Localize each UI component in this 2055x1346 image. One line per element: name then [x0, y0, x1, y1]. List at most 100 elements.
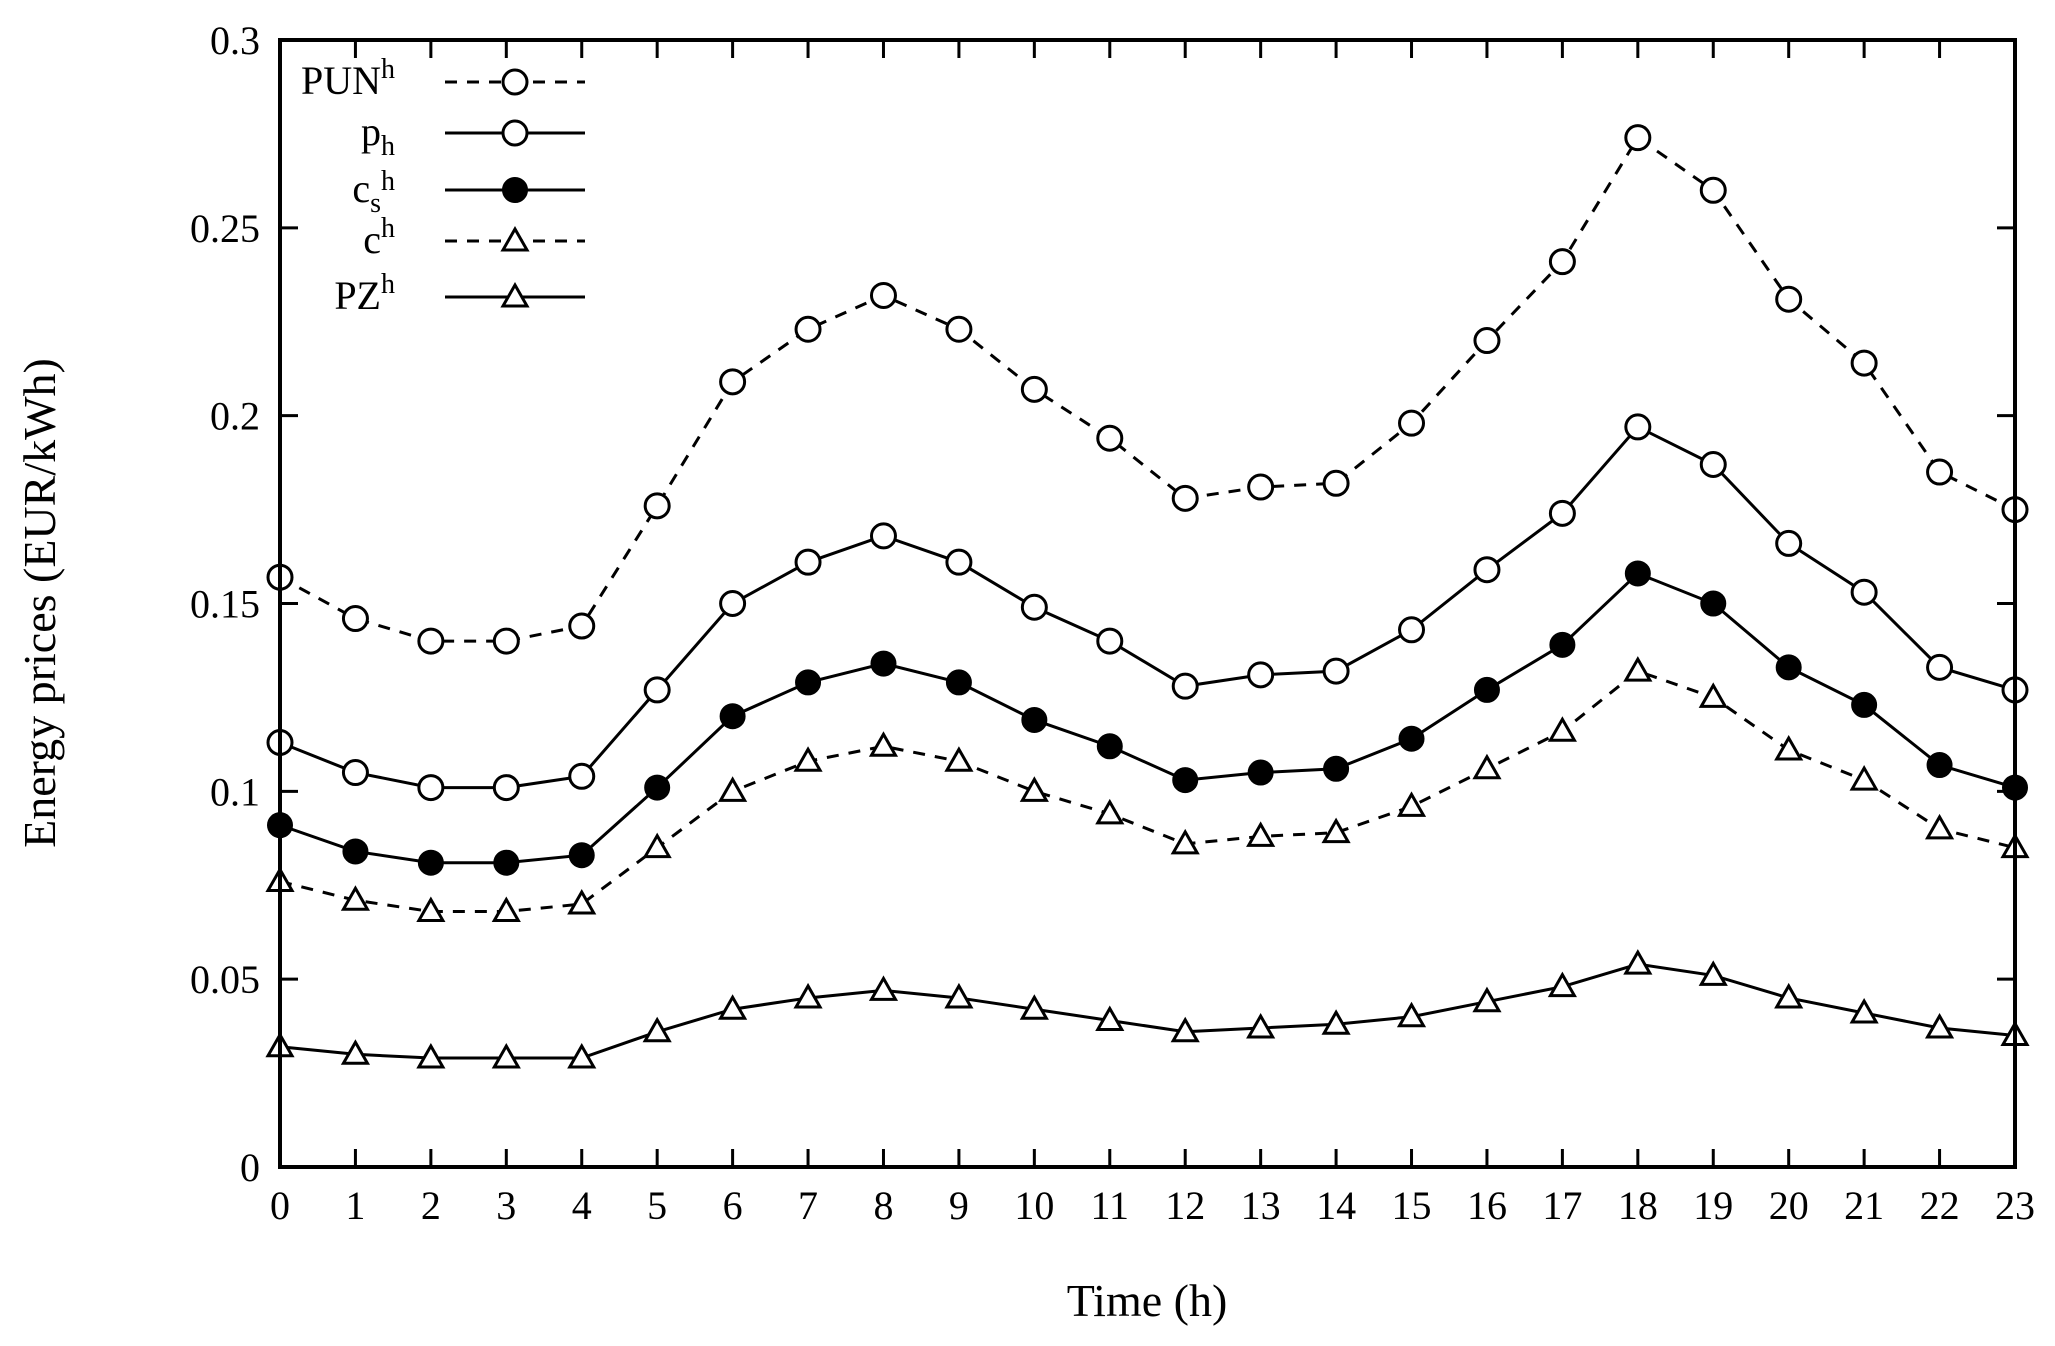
data-point: [1398, 409, 1426, 437]
data-point: [1472, 753, 1502, 780]
data-point: [341, 605, 369, 633]
x-tick-label: 8: [873, 1183, 893, 1228]
series-line: [279, 425, 2016, 790]
data-point: [1548, 499, 1576, 527]
data-point: [342, 838, 369, 865]
data-point: [718, 776, 748, 802]
data-point: [1547, 971, 1577, 998]
series-line: [279, 669, 2016, 914]
x-tick-label: 11: [1091, 1183, 1130, 1228]
y-tick-label: 0.15: [190, 582, 260, 627]
data-point: [793, 982, 823, 1009]
legend-entry: csh: [352, 166, 585, 219]
legend-label: ch: [363, 213, 395, 262]
data-point: [1398, 725, 1425, 752]
data-point: [1473, 676, 1500, 703]
x-tick-label: 10: [1014, 1183, 1054, 1228]
data-point: [1774, 734, 1804, 761]
data-point: [1247, 759, 1274, 786]
data-point: [1396, 791, 1427, 817]
x-tick-label: 7: [798, 1183, 818, 1228]
data-point: [795, 669, 822, 696]
data-point: [1473, 327, 1501, 355]
data-point: [1548, 248, 1576, 276]
data-point: [1321, 1009, 1351, 1035]
data-point: [493, 849, 520, 876]
legend-label-name: p: [361, 109, 381, 154]
data-point: [417, 627, 445, 655]
data-point: [340, 1039, 371, 1065]
legend-entry: PZh: [334, 269, 585, 318]
x-tick-label: 2: [421, 1183, 441, 1228]
data-point: [793, 746, 823, 772]
legend-entry: PUNh: [301, 54, 585, 103]
data-point: [1322, 469, 1350, 497]
series-0: [266, 124, 2029, 655]
plot-frame: [278, 38, 2017, 1169]
data-point: [1171, 672, 1199, 700]
data-point: [1624, 560, 1651, 587]
data-point: [1699, 451, 1727, 479]
y-tick-label: 0.2: [210, 394, 260, 439]
x-tick-label: 22: [1920, 1183, 1960, 1228]
x-tick-label: 9: [949, 1183, 969, 1228]
data-point: [945, 315, 973, 343]
data-point: [944, 746, 974, 772]
data-point: [417, 849, 444, 876]
data-point: [1624, 124, 1652, 152]
data-point: [491, 1043, 521, 1069]
y-tick-label: 0.05: [190, 957, 260, 1002]
data-point: [870, 650, 897, 677]
data-point: [644, 774, 671, 801]
data-point: [1396, 1001, 1427, 1028]
series-line: [279, 571, 2016, 865]
data-point: [492, 774, 520, 802]
data-point: [492, 627, 520, 655]
data-point: [567, 889, 597, 915]
legend-entry: ch: [363, 213, 585, 262]
legend-label-superscript: h: [381, 213, 395, 244]
legend-label-subscript: h: [381, 131, 395, 162]
data-point: [1850, 578, 1878, 606]
y-tick-label: 0.1: [210, 769, 260, 814]
legend-label-superscript: h: [381, 54, 395, 85]
x-tick-label: 20: [1769, 1183, 1809, 1228]
legend-label-name: PUN: [301, 58, 381, 103]
series-line: [279, 962, 2016, 1060]
legend-label: ph: [361, 109, 395, 162]
series-1: [266, 413, 2029, 802]
data-point: [1398, 616, 1426, 644]
data-point: [1021, 706, 1048, 733]
data-point: [1547, 716, 1577, 742]
data-point: [568, 842, 595, 869]
data-point: [869, 281, 897, 309]
data-point: [1472, 986, 1502, 1013]
data-point: [1246, 821, 1276, 847]
data-point: [1851, 691, 1878, 718]
data-point: [1699, 176, 1727, 204]
x-tick-label: 14: [1316, 1183, 1356, 1228]
data-point: [416, 1043, 446, 1069]
data-point: [1020, 593, 1048, 621]
data-point: [567, 1043, 597, 1069]
x-axis: 0 1 2 3 4 5 6 7 8 9 10 11 12 13 14 15 16 17 18 19 20 21 22 23: [270, 40, 2035, 1228]
legend-marker: [501, 119, 529, 147]
y-axis-title: Energy prices (EUR/kWh): [14, 358, 65, 848]
data-point: [1623, 656, 1653, 682]
data-point: [1095, 798, 1125, 825]
data-point: [1170, 828, 1200, 855]
data-point: [1321, 817, 1351, 844]
data-point: [794, 548, 822, 576]
data-point: [1473, 556, 1501, 584]
data-point: [1924, 1012, 1955, 1039]
data-point: [1926, 752, 1953, 779]
x-tick-label: 12: [1165, 1183, 1205, 1228]
data-point: [642, 832, 672, 859]
x-tick-label: 13: [1241, 1183, 1281, 1228]
legend-label: csh: [352, 166, 395, 219]
y-tick-label: 0: [240, 1145, 260, 1190]
data-point: [1850, 349, 1878, 377]
data-point: [1624, 413, 1652, 441]
